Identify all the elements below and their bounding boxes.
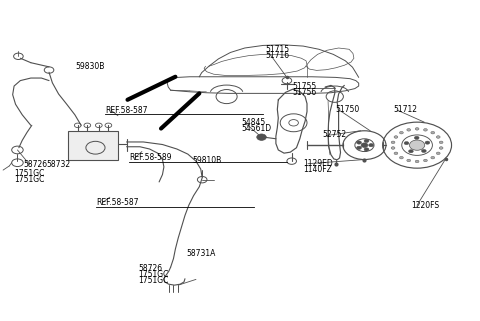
Circle shape <box>364 148 369 151</box>
Circle shape <box>409 140 425 150</box>
Circle shape <box>436 152 440 155</box>
Circle shape <box>414 136 419 139</box>
Text: 51750: 51750 <box>336 105 360 114</box>
Circle shape <box>407 159 411 162</box>
Circle shape <box>364 139 369 143</box>
Text: REF.58-587: REF.58-587 <box>105 106 147 115</box>
Text: 1751GC: 1751GC <box>139 275 169 284</box>
Text: 1129ED: 1129ED <box>303 159 333 168</box>
Text: 54845: 54845 <box>241 118 265 127</box>
Circle shape <box>408 150 413 153</box>
Text: 58726: 58726 <box>24 160 48 169</box>
Circle shape <box>394 152 398 155</box>
Text: 59830B: 59830B <box>75 62 104 71</box>
Circle shape <box>439 141 443 143</box>
Circle shape <box>421 149 426 152</box>
Circle shape <box>257 134 266 140</box>
Text: 1751GC: 1751GC <box>14 175 45 184</box>
Circle shape <box>391 147 395 149</box>
Text: 51755: 51755 <box>293 82 317 91</box>
Text: 51756: 51756 <box>293 88 317 97</box>
Text: 1751GC: 1751GC <box>139 270 169 279</box>
Circle shape <box>431 131 435 134</box>
Text: 54561D: 54561D <box>241 124 271 133</box>
Circle shape <box>399 131 403 134</box>
Text: 52752: 52752 <box>323 130 347 139</box>
Text: 51716: 51716 <box>265 50 289 59</box>
Bar <box>68 131 118 160</box>
Circle shape <box>431 156 435 159</box>
Circle shape <box>423 129 427 131</box>
Text: REF.58-589: REF.58-589 <box>129 153 171 162</box>
Circle shape <box>415 127 419 130</box>
Text: 58726: 58726 <box>139 264 163 273</box>
Text: 1140FZ: 1140FZ <box>303 165 332 174</box>
Circle shape <box>391 141 395 143</box>
Circle shape <box>407 129 411 131</box>
Text: 1220FS: 1220FS <box>411 201 440 210</box>
Circle shape <box>439 147 443 149</box>
Circle shape <box>369 143 373 147</box>
Text: 51712: 51712 <box>393 105 417 114</box>
Circle shape <box>423 159 427 162</box>
Circle shape <box>415 160 419 163</box>
Text: 58732: 58732 <box>46 160 70 169</box>
Circle shape <box>404 142 409 145</box>
Text: REF.58-587: REF.58-587 <box>96 198 139 207</box>
Text: 59810B: 59810B <box>192 156 221 165</box>
Text: 1751GC: 1751GC <box>14 169 45 178</box>
Text: 58731A: 58731A <box>186 249 216 258</box>
Circle shape <box>399 156 403 159</box>
Circle shape <box>425 141 430 144</box>
Circle shape <box>436 136 440 138</box>
Circle shape <box>357 141 361 144</box>
Circle shape <box>361 143 368 147</box>
Circle shape <box>357 146 361 149</box>
Text: 51715: 51715 <box>265 45 289 54</box>
Circle shape <box>394 136 398 138</box>
